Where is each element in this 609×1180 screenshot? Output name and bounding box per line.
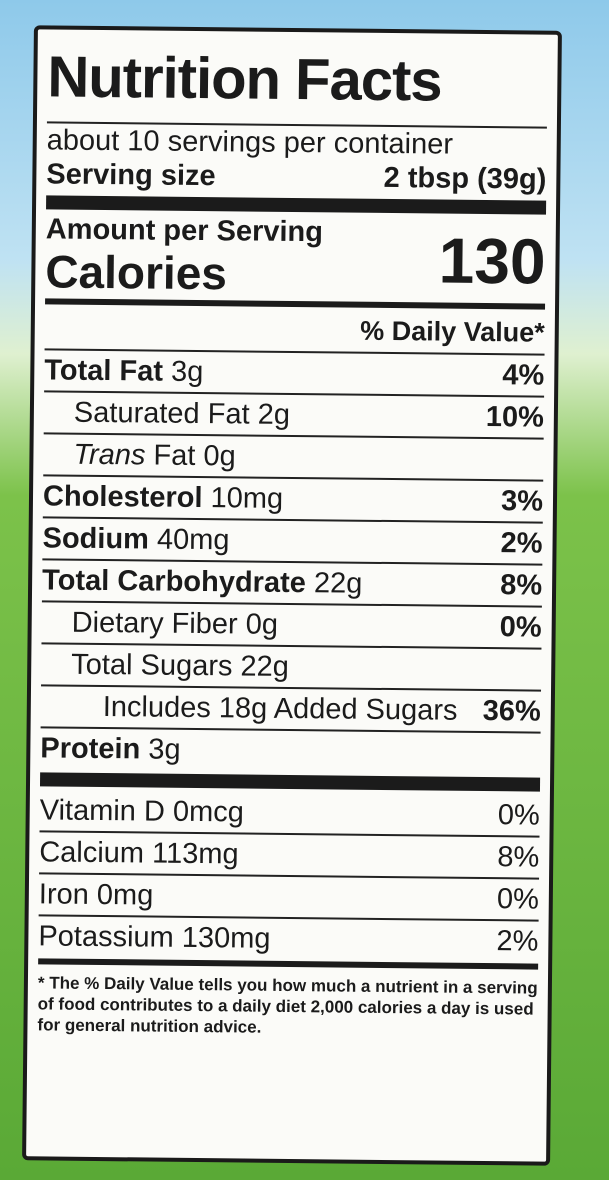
nutrient-dv: 8% <box>500 569 543 602</box>
footnote: * The % Daily Value tells you how much a… <box>37 973 538 1037</box>
nutrient-dv: 2% <box>500 527 543 560</box>
nutrition-facts-label: Nutrition Facts about 10 servings per co… <box>22 25 562 1166</box>
nutrient-dv: 4% <box>502 359 545 392</box>
nutrient-row: Total Sugars 22g <box>41 644 542 692</box>
calories-label: Calories <box>45 245 228 300</box>
vitamin-name: Calcium 113mg <box>39 836 239 871</box>
nutrient-row: Total Carbohydrate 22g 8% <box>41 560 543 608</box>
calories-section: Amount per Serving Calories 130 <box>45 213 546 301</box>
nutrient-name: Dietary Fiber <box>71 606 238 641</box>
vitamin-row: Potassium 130mg 2% <box>38 916 538 961</box>
vitamin-name: Potassium 130mg <box>38 920 271 955</box>
serving-size-label: Serving size <box>46 158 216 193</box>
nutrient-dv: 0% <box>499 611 542 644</box>
nutrient-amount: 3g <box>148 733 181 766</box>
vitamin-dv: 2% <box>496 925 539 958</box>
vitamin-dv: 0% <box>496 883 539 916</box>
servings-text: about 10 servings per container <box>46 124 454 161</box>
nutrient-dv: 3% <box>500 485 544 518</box>
nutrient-amount: 2g <box>257 398 291 431</box>
vitamin-name: Iron 0mg <box>38 878 154 912</box>
nutrient-amount: 22g <box>240 650 290 683</box>
nutrient-row: Total Fat 3g 4% <box>44 350 545 398</box>
vitamin-name: Vitamin D 0mcg <box>39 794 245 829</box>
label-title: Nutrition Facts <box>46 33 548 129</box>
serving-size-value: 2 tbsp (39g) <box>383 161 547 196</box>
nutrient-name: Trans <box>73 438 146 472</box>
nutrient-name: Total Sugars <box>71 648 233 683</box>
nutrient-row: Saturated Fat 2g 10% <box>43 392 545 440</box>
nutrient-amount: 0g <box>245 608 279 641</box>
nutrient-name: Total Carbohydrate <box>41 564 307 600</box>
serving-size: Serving size 2 tbsp (39g) <box>46 157 546 196</box>
nutrient-dv: 10% <box>485 401 545 434</box>
vitamin-row: Vitamin D 0mcg 0% <box>39 790 540 838</box>
nutrient-row: Sodium 40mg 2% <box>42 518 543 566</box>
nutrient-amount: 40mg <box>156 523 230 557</box>
nutrient-amount: 22g <box>313 567 363 600</box>
nutrient-name: Total Fat <box>44 354 164 388</box>
nutrient-row: Cholesterol 10mg 3% <box>42 476 544 524</box>
divider <box>46 195 547 215</box>
nutrient-dv: 36% <box>482 695 541 728</box>
nutrient-amount: 10mg <box>210 482 284 515</box>
vitamin-row: Iron 0mg 0% <box>38 874 540 922</box>
divider <box>39 772 541 792</box>
nutrient-name: Cholesterol <box>42 480 203 515</box>
nutrient-amount: 3g <box>170 355 204 389</box>
servings-per-container: about 10 servings per container <box>47 123 547 162</box>
nutrient-name: Saturated Fat <box>73 396 250 431</box>
nutrient-row: Includes 18g Added Sugars 36% <box>40 686 542 734</box>
nutrient-name: Protein <box>40 732 141 766</box>
vitamin-dv: 8% <box>497 841 540 874</box>
nutrient-row: Trans Fat 0g <box>43 434 544 482</box>
nutrient-name: Includes 18g Added Sugars <box>102 691 458 727</box>
nutrient-row: Protein 3g <box>40 728 540 773</box>
amount-per-serving: Amount per Serving <box>45 213 324 249</box>
nutrient-name: Sodium <box>42 522 150 556</box>
vitamin-dv: 0% <box>497 799 540 832</box>
nutrient-row: Dietary Fiber 0g 0% <box>41 602 542 650</box>
daily-value-header: % Daily Value* <box>44 306 545 356</box>
vitamin-row: Calcium 113mg 8% <box>39 832 540 880</box>
nutrient-amount: Fat 0g <box>153 439 236 473</box>
calories-value: 130 <box>438 224 546 298</box>
